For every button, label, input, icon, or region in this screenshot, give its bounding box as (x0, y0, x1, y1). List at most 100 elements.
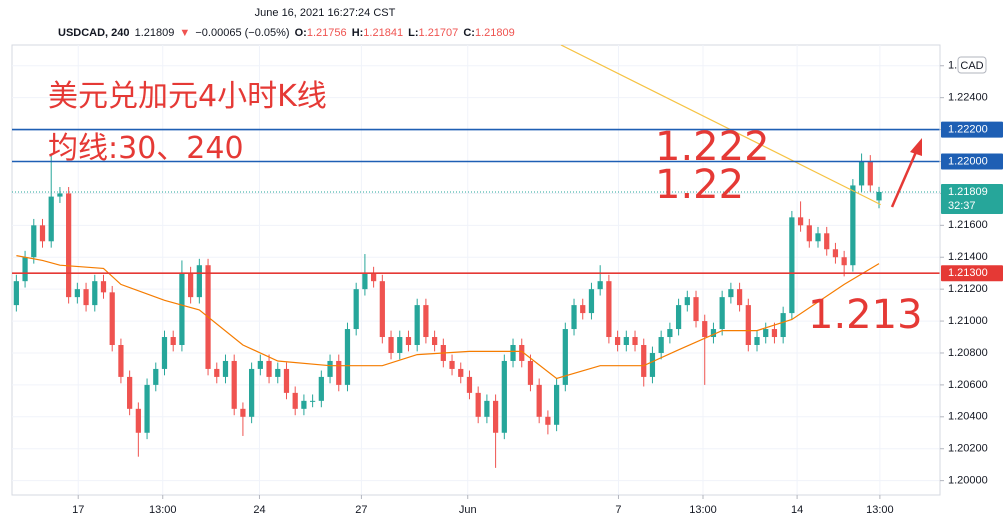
y-tick-label: 1.20200 (948, 443, 988, 455)
candle-body (414, 305, 420, 345)
candle-body (492, 400, 499, 433)
price-label: 1.21300 (948, 267, 988, 279)
candle-body (580, 305, 586, 314)
header-symbol: USDCAD, 240 (58, 27, 130, 39)
ohlc-key: O: (295, 27, 307, 39)
candle-body (501, 360, 507, 433)
moving-average (560, 45, 881, 206)
plot (12, 45, 940, 468)
candle-body (353, 289, 359, 330)
candle-body (719, 297, 725, 330)
moving-average (16, 255, 880, 380)
header-last: 1.21809 (135, 27, 175, 39)
y-tick-label: 1.20000 (948, 475, 988, 487)
annotation-ma: 均线:30、240 (48, 131, 244, 166)
candle-body (371, 273, 377, 282)
candle-body (74, 289, 80, 298)
ohlc-value: 1.21756 (307, 27, 347, 39)
candle-body (562, 329, 568, 385)
candle-body (161, 337, 168, 369)
price-label: 1.21809 (948, 186, 988, 198)
candle-body (606, 281, 612, 338)
candle-body (266, 360, 272, 377)
candle-body (344, 329, 351, 385)
candle-body (475, 392, 481, 417)
candle-body (179, 273, 185, 345)
candle-body (745, 305, 751, 345)
y-tick-label: 1.20800 (948, 347, 988, 359)
y-tick-label: 1.22400 (948, 92, 988, 104)
x-tick-label: Jun (459, 504, 477, 516)
candle-body (789, 217, 795, 314)
y-tick-label: 1.21000 (948, 315, 988, 327)
candle-body (824, 233, 830, 250)
candle-body (92, 281, 98, 306)
currency-button[interactable] (957, 56, 987, 74)
candle-body (675, 305, 682, 330)
trend-arrow (890, 138, 922, 208)
candle-body (362, 273, 368, 290)
candle-body (48, 196, 54, 242)
candle-body (170, 337, 176, 345)
ohlc-value: 1.21841 (363, 27, 403, 39)
price-label-box (941, 183, 1003, 214)
candle-body (850, 185, 856, 266)
plot-frame (11, 44, 941, 496)
candle-body (188, 273, 194, 298)
currency-button-label[interactable]: CAD (960, 60, 983, 72)
candle-body (797, 217, 804, 226)
candle-body (379, 281, 385, 338)
candle-body (553, 384, 560, 425)
y-tick-label: 1.20600 (948, 379, 988, 391)
candle-body (397, 337, 403, 353)
candle-body (283, 368, 290, 393)
annotation-title: 美元兑加元4小时K线 (48, 79, 327, 114)
candle-body (292, 392, 298, 409)
candle-body (597, 281, 603, 290)
candle-body (754, 337, 760, 345)
ohlc-value: 1.21809 (475, 27, 515, 39)
candle-body (466, 376, 473, 393)
candle-body (545, 416, 551, 425)
candle-body (710, 329, 717, 338)
candle-body (832, 249, 839, 258)
candle-body (510, 345, 516, 361)
candle-body (771, 329, 778, 338)
candle-body (623, 337, 629, 345)
y-tick-label: 1.21600 (948, 219, 988, 231)
candle-body (127, 376, 133, 409)
candle-body (214, 368, 220, 377)
candle-body (275, 368, 281, 377)
candle-body (614, 337, 621, 345)
candle-body (449, 360, 455, 369)
x-tick-label: 13:00 (689, 504, 717, 516)
price-countdown: 32:37 (948, 200, 976, 212)
candle-body (118, 345, 124, 377)
x-tick-label: 13:00 (149, 504, 177, 516)
candle-body (423, 305, 429, 338)
candle-body (240, 408, 246, 417)
y-tick-label: 1.20400 (948, 411, 988, 423)
x-tick-label: 13:00 (866, 504, 894, 516)
ohlc-key: H: (352, 27, 364, 39)
candle-body (763, 329, 769, 338)
candle-body (109, 292, 115, 345)
candle-body (222, 360, 229, 377)
candle-body (858, 161, 865, 186)
candle-body (144, 384, 150, 433)
candle-body (815, 233, 821, 242)
candle-body (458, 368, 464, 377)
candle-body (649, 352, 656, 377)
candle-body (806, 225, 812, 242)
candle-body (667, 329, 673, 338)
candle-body (519, 345, 525, 361)
candle-body (876, 191, 882, 201)
arrow-head (910, 138, 922, 156)
candle-body (536, 384, 542, 417)
ohlc-value: 1.21707 (419, 27, 459, 39)
header-arrow: ▼ (179, 27, 190, 39)
price-label: 1.22000 (948, 155, 988, 167)
arrow-shaft (890, 151, 918, 208)
